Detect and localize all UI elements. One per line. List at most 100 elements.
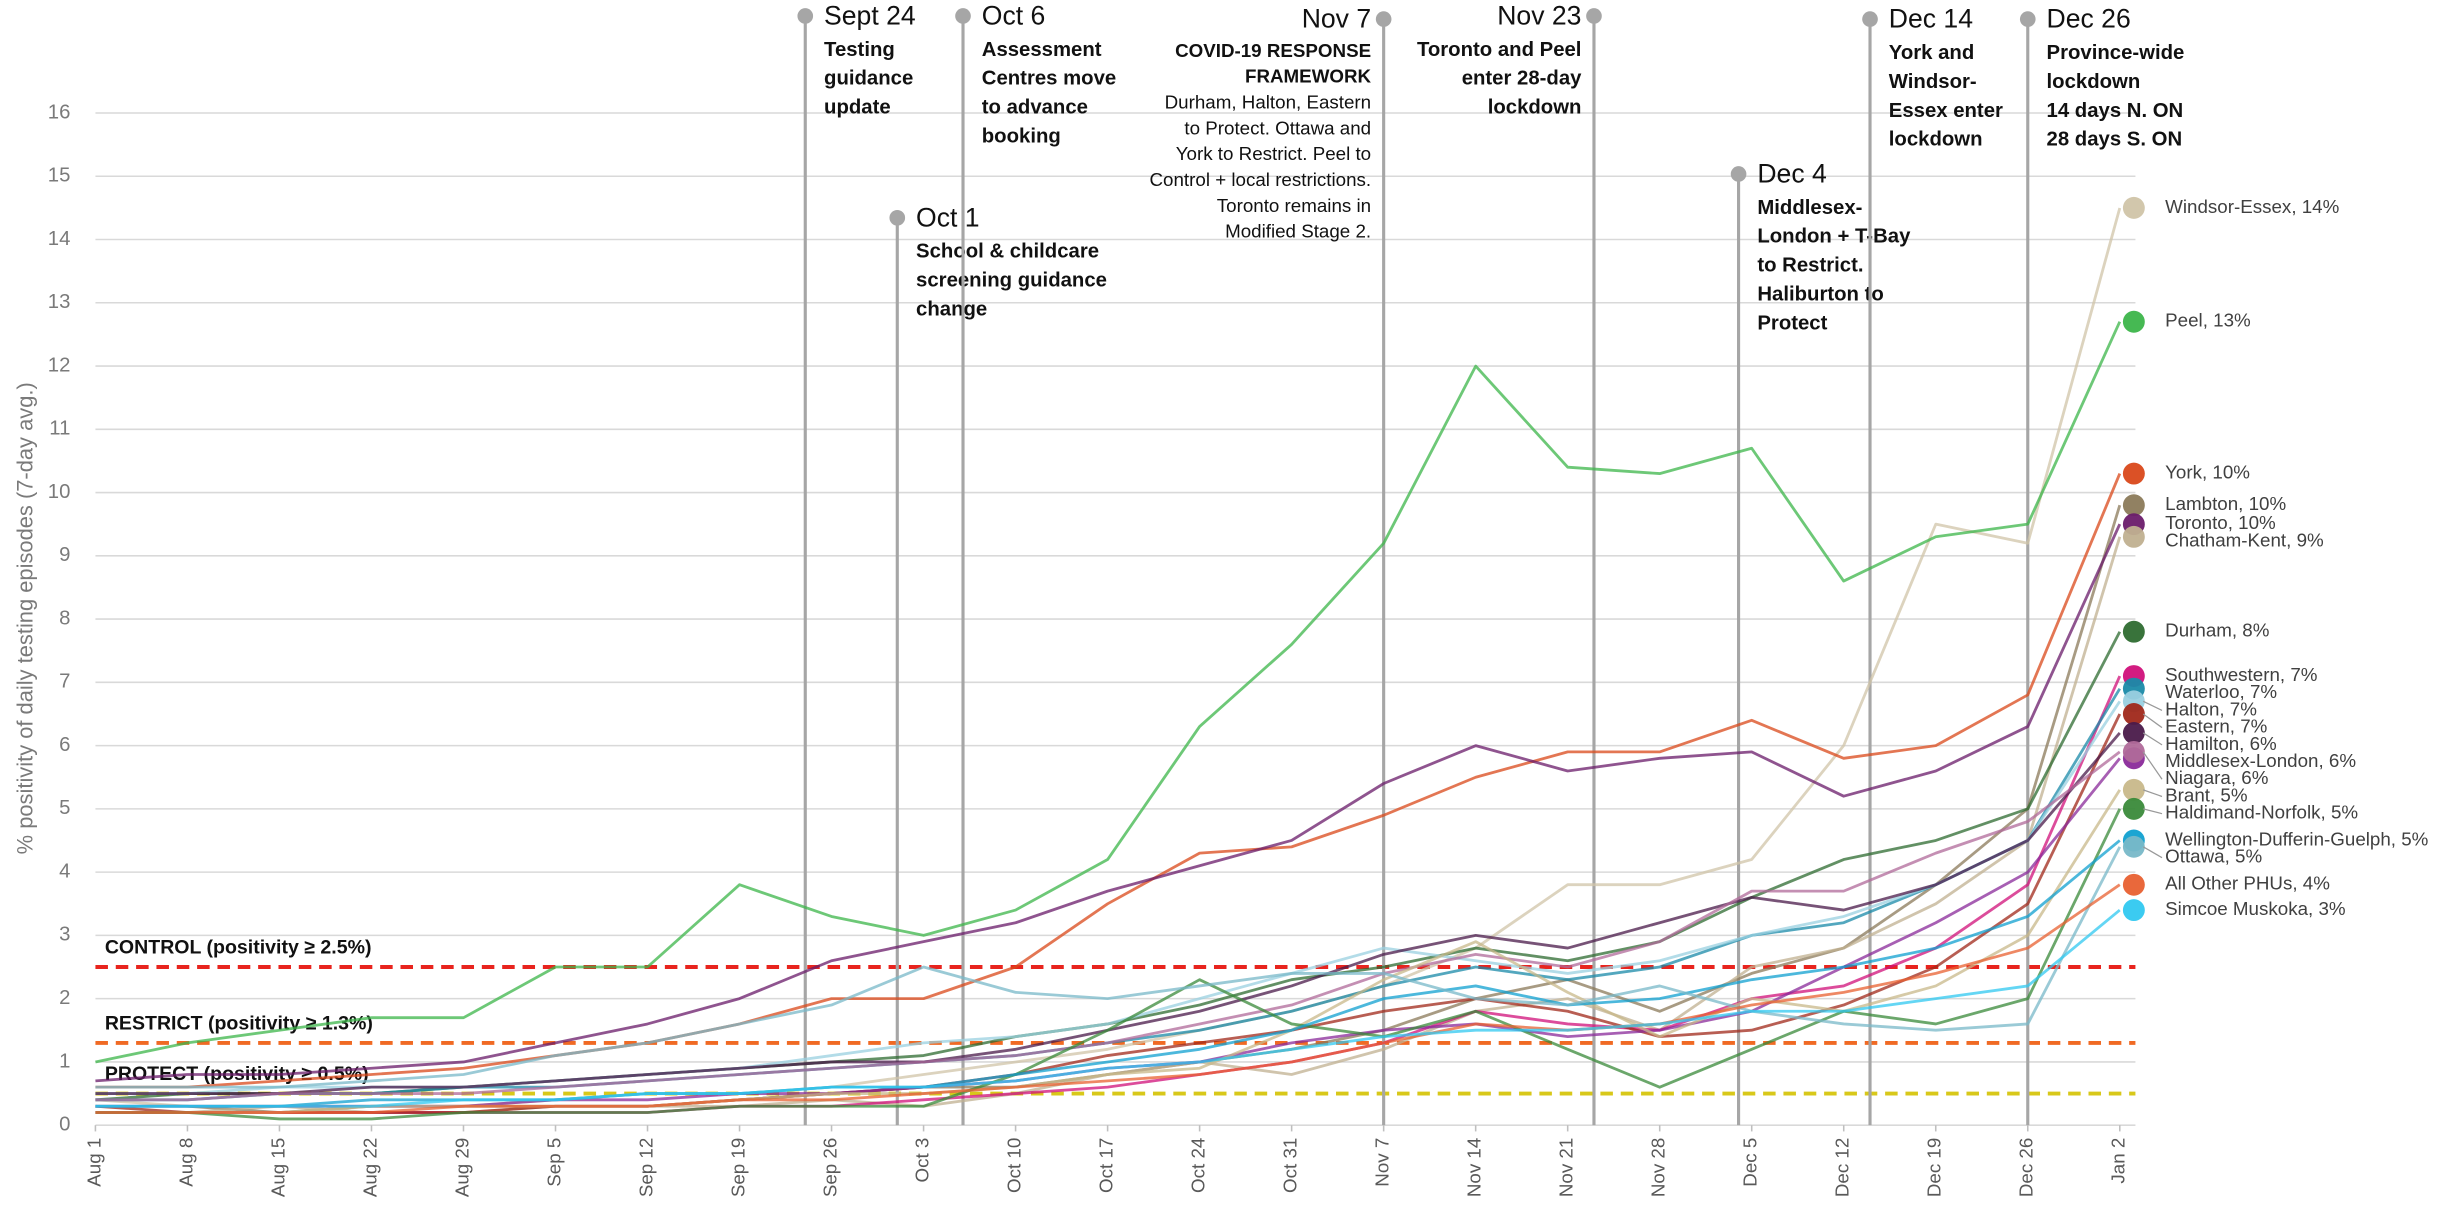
x-tick-label: Aug 1 [83, 1138, 104, 1187]
annotation-date: Oct 1 [916, 202, 980, 232]
legend-label: Halton, 7% [2165, 698, 2257, 719]
series-line [95, 846, 2122, 1089]
leader-line [2142, 846, 2163, 859]
end-dot [2122, 525, 2145, 548]
legend-label: Hamilton, 6% [2165, 733, 2277, 754]
series-line [95, 808, 2122, 1121]
x-tick-label: Dec 26 [2016, 1138, 2037, 1197]
series-line [95, 321, 2122, 1064]
annotation-heading: Haliburton to [1757, 284, 1883, 306]
annotation-text: to Protect. Ottawa and [1184, 117, 1371, 138]
x-tick-label: Aug 8 [175, 1138, 196, 1187]
legend-label: Brant, 5% [2165, 784, 2248, 805]
series-line [95, 883, 2121, 1114]
series-line [95, 700, 2121, 1095]
annotation-heading: change [916, 298, 987, 320]
end-dot [2122, 494, 2145, 517]
annotation-heading: COVID-19 RESPONSE [1175, 40, 1371, 61]
threshold-label: RESTRICT (positivity ≥ 1.3%) [105, 1012, 373, 1034]
series-line [95, 675, 2122, 1114]
annotation-heading: lockdown [2047, 71, 2141, 93]
x-tick-label: Nov 7 [1372, 1138, 1393, 1187]
leader-line [2143, 789, 2163, 798]
x-tick-label: Aug 29 [451, 1138, 472, 1197]
series-line [95, 713, 2122, 1114]
annotation-heading: Middlesex- [1757, 197, 1862, 219]
end-dot [2122, 310, 2145, 333]
series-line [95, 757, 2121, 1108]
y-tick-label: 14 [48, 228, 71, 250]
annotation-heading: FRAMEWORK [1245, 66, 1372, 87]
leader-line [2142, 732, 2163, 746]
annotation-date: Dec 4 [1757, 159, 1826, 189]
series-line [95, 789, 2121, 1114]
y-tick-label: 8 [59, 607, 70, 629]
series-line [95, 908, 2121, 1108]
x-tick-label: Dec 19 [1924, 1138, 1945, 1197]
legend-label: Chatham-Kent, 9% [2165, 529, 2324, 550]
y-tick-label: 6 [59, 734, 70, 756]
annotation-text: Durham, Halton, Eastern [1165, 92, 1372, 113]
annotation-heading: enter 28-day [1462, 68, 1582, 90]
y-tick-label: 4 [59, 860, 70, 882]
x-tick-label: Dec 5 [1740, 1138, 1761, 1187]
annotation-date: Nov 23 [1497, 1, 1581, 31]
legend-label: Lambton, 10% [2165, 493, 2286, 514]
legend-label: All Other PHUs, 4% [2165, 873, 2330, 894]
threshold-label: CONTROL (positivity ≥ 2.5%) [105, 936, 372, 958]
series-line [95, 687, 2121, 1102]
y-tick-label: 10 [48, 481, 71, 503]
x-tick-label: Oct 10 [1004, 1138, 1025, 1193]
x-tick-label: Jan 2 [2108, 1138, 2129, 1184]
annotation-date: Dec 26 [2047, 4, 2131, 34]
leader-line [2142, 713, 2163, 729]
x-tick-label: Sep 26 [820, 1138, 841, 1197]
annotation-heading: 28 days S. ON [2047, 129, 2183, 151]
leader-line [2142, 751, 2163, 780]
legend-label: Southwestern, 7% [2165, 664, 2318, 685]
y-tick-label: 13 [48, 291, 71, 313]
legend-label: Niagara, 6% [2165, 767, 2269, 788]
legend-label: Windsor-Essex, 14% [2165, 196, 2339, 217]
y-tick-label: 16 [48, 101, 71, 123]
x-tick-label: Nov 21 [1556, 1138, 1577, 1197]
annotation-heading: booking [982, 126, 1061, 148]
x-tick-label: Dec 12 [1832, 1138, 1853, 1197]
series-line [95, 750, 2121, 1102]
annotation-heading: Windsor- [1889, 71, 1977, 93]
series-line [95, 536, 2122, 1114]
annotation-date: Nov 7 [1302, 4, 1371, 34]
legend-label: Wellington-Dufferin-Guelph, 5% [2165, 828, 2429, 849]
y-tick-label: 15 [48, 165, 71, 187]
x-tick-label: Aug 22 [359, 1138, 380, 1197]
leader-line [2142, 700, 2163, 711]
annotation-dot [1586, 8, 1602, 24]
annotation-text: York to Restrict. Peel to [1176, 143, 1371, 164]
annotation-dot [797, 8, 814, 24]
x-tick-label: Oct 24 [1188, 1138, 1209, 1193]
annotation-heading: to Restrict. [1757, 255, 1863, 277]
legend-label: Ottawa, 5% [2165, 846, 2262, 867]
annotation-heading: Protect [1757, 313, 1827, 335]
x-tick-label: Oct 17 [1096, 1138, 1117, 1193]
end-dot [2122, 740, 2145, 763]
y-tick-label: 0 [59, 1114, 70, 1136]
series-line [95, 732, 2121, 1095]
legend-label: Haldimand-Norfolk, 5% [2165, 802, 2358, 823]
legend-label: York, 10% [2165, 462, 2250, 483]
annotation-dot [889, 209, 906, 226]
annotation-heading: lockdown [1488, 97, 1582, 119]
annotation-date: Oct 6 [982, 1, 1046, 31]
annotation-heading: Province-wide [2047, 42, 2185, 64]
leader-line [2143, 808, 2163, 815]
y-tick-label: 5 [59, 797, 70, 819]
annotation-text: Toronto remains in [1217, 195, 1371, 216]
legend-label: Waterloo, 7% [2165, 681, 2277, 702]
end-dot [2122, 778, 2145, 801]
series-line [95, 839, 2121, 1108]
annotation-text: Modified Stage 2. [1225, 221, 1371, 242]
annotation-dot [1862, 11, 1878, 27]
annotation-dot [1730, 166, 1747, 182]
series-line [95, 473, 2122, 1089]
legend-label: Toronto, 10% [2165, 512, 2276, 533]
